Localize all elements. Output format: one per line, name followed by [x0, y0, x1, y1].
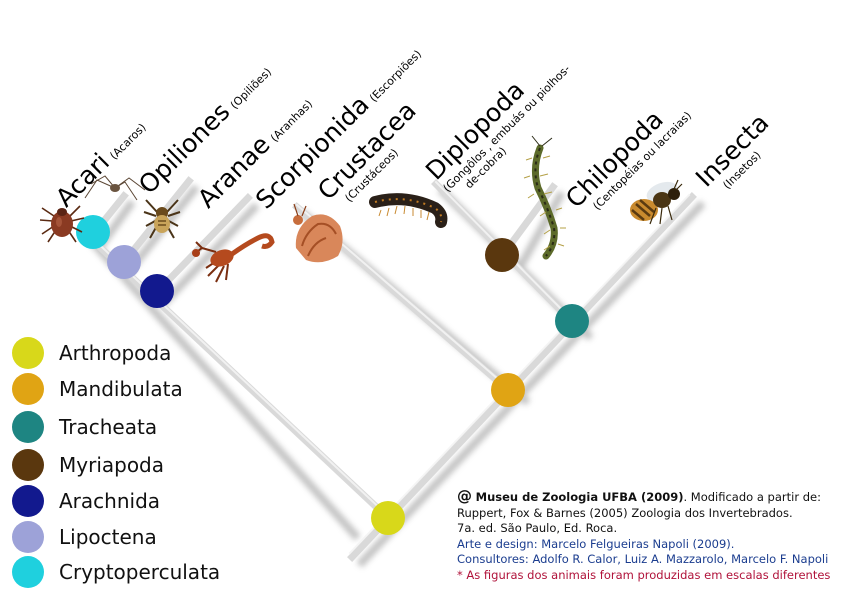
credits-line-3: 7a. ed. São Paulo, Ed. Roca.	[457, 521, 618, 535]
legend-swatch	[12, 485, 44, 517]
legend-item-myriapoda: Myriapoda	[12, 448, 164, 482]
legend-swatch	[12, 556, 44, 588]
myriapoda-node	[485, 238, 519, 272]
legend-item-cryptoperculata: Cryptoperculata	[12, 555, 220, 589]
legend-item-tracheata: Tracheata	[12, 410, 157, 444]
scorpion-icon	[192, 233, 275, 283]
legend-label: Tracheata	[59, 415, 158, 439]
legend-swatch	[12, 449, 44, 481]
arachnida-crustacea-branch	[83, 231, 393, 523]
arachnida-node	[140, 274, 174, 308]
legend-label: Arthropoda	[59, 341, 172, 365]
credits-line-2: Ruppert, Fox & Barnes (2005) Zoologia do…	[457, 505, 793, 520]
mandibulata-node	[491, 373, 525, 407]
at-sign: @	[457, 487, 472, 505]
arthropoda-node	[371, 501, 405, 535]
credits-modified: . Modificado a partir de:	[683, 490, 821, 504]
credits-scale-note: * As figuras dos animais foram produzida…	[457, 567, 831, 582]
centipede-icon	[523, 135, 566, 260]
legend-label: Cryptoperculata	[59, 560, 221, 584]
legend-item-arthropoda: Arthropoda	[12, 336, 171, 370]
legend-label: Mandibulata	[59, 377, 183, 401]
lipoctena-node	[107, 245, 141, 279]
credits-block: @ Museu de Zoologia UFBA (2009). Modific…	[457, 487, 842, 583]
credits-consultants: Consultores: Adolfo R. Calor, Luiz A. Ma…	[457, 552, 829, 566]
crab-icon	[293, 203, 343, 263]
credits-line-1: @ Museu de Zoologia UFBA (2009). Modific…	[457, 487, 842, 506]
tracheata-node	[555, 304, 589, 338]
legend-swatch	[12, 337, 44, 369]
cryptoperculata-node	[76, 215, 110, 249]
mite-icon	[39, 205, 85, 243]
legend-label: Lipoctena	[59, 525, 157, 549]
legend-swatch	[12, 411, 44, 443]
legend-label: Myriapoda	[59, 453, 165, 477]
legend-item-lipoctena: Lipoctena	[12, 520, 157, 554]
legend-swatch	[12, 373, 44, 405]
legend-swatch	[12, 521, 44, 553]
legend-label: Arachnida	[59, 489, 161, 513]
museum-name: Museu de Zoologia UFBA (2009)	[475, 490, 684, 504]
spider-icon	[143, 199, 181, 239]
scorpionida-branch	[152, 193, 253, 297]
legend-item-arachnida: Arachnida	[12, 484, 160, 518]
credits-art-design: Arte e design: Marcelo Felgueiras Napoli…	[457, 536, 735, 551]
millipede-icon	[369, 193, 448, 228]
trunk-insecta-branch	[347, 192, 697, 562]
harvestman-icon	[84, 175, 146, 201]
bee-icon	[630, 179, 683, 225]
legend-item-mandibulata: Mandibulata	[12, 372, 183, 406]
